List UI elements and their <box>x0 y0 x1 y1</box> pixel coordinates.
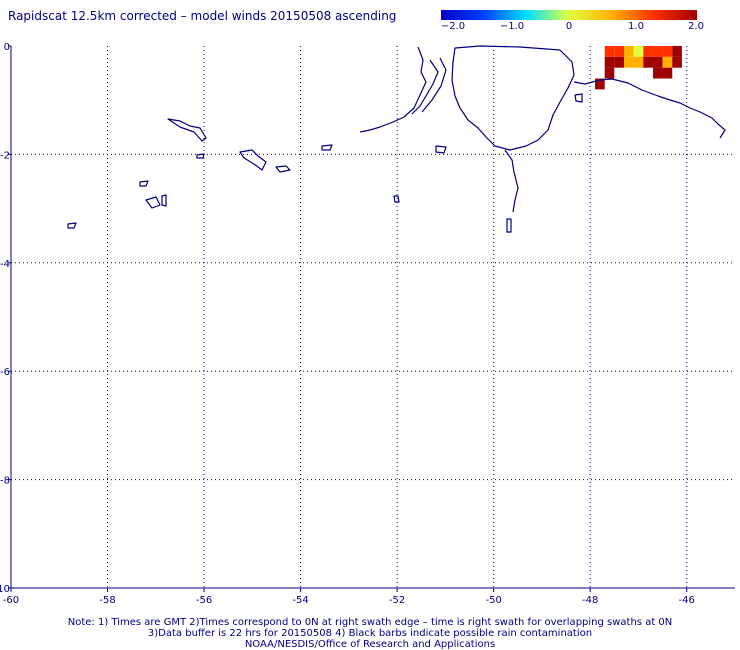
island-11 <box>393 195 400 203</box>
colorbar-label-1: −1.0 <box>499 21 525 32</box>
swath-cell <box>633 56 644 68</box>
swath-cell <box>623 46 634 57</box>
island-8 <box>67 222 77 229</box>
colorbar-label-2: 0 <box>565 21 573 32</box>
swath-cell <box>633 46 644 57</box>
island-7 <box>161 194 167 207</box>
swath-cell <box>614 46 624 57</box>
y-tick-label: -4 <box>0 259 10 270</box>
swath-cell <box>662 46 673 57</box>
note-line-2: 3)Data buffer is 22 hrs for 20150508 4) … <box>147 628 593 639</box>
colorbar-label-0: −2.0 <box>440 21 466 32</box>
swath-cell <box>623 56 634 68</box>
island-4 <box>196 153 205 159</box>
coastline-amapa <box>359 46 427 133</box>
swath-cell <box>643 56 653 68</box>
swath-cell <box>604 67 615 79</box>
island-10 <box>435 145 447 154</box>
x-tick-label: -60 <box>3 595 19 606</box>
wind-swath <box>595 46 682 90</box>
note-line-3: NOAA/NESDIS/Office of Research and Appli… <box>244 639 496 650</box>
island-12 <box>506 218 512 233</box>
island-2 <box>239 149 267 171</box>
swath-cell <box>604 46 615 57</box>
swath-cell <box>652 56 663 68</box>
y-tick-label: -2 <box>0 150 10 161</box>
x-tick-label: -54 <box>292 595 308 606</box>
swath-cell <box>652 46 663 57</box>
swath-cell <box>662 67 673 79</box>
swath-cell <box>662 56 673 68</box>
y-tick-label: -10 <box>0 584 10 595</box>
swath-cell <box>595 78 605 90</box>
swath-cell <box>672 56 682 68</box>
coastline <box>67 45 726 233</box>
coastline-marajo <box>451 45 575 151</box>
river-tocantins <box>504 149 519 213</box>
x-tick-label: -48 <box>582 595 598 606</box>
swath-cell <box>614 56 624 68</box>
y-tick-label: -8 <box>0 476 10 487</box>
island-5 <box>139 180 149 187</box>
x-tick-label: -56 <box>196 595 212 606</box>
colorbar-label-3: 1.0 <box>628 21 644 32</box>
swath-cell <box>652 67 663 79</box>
x-tick-label: -46 <box>679 595 695 606</box>
swath-cell <box>643 46 653 57</box>
coastline-para <box>573 78 726 139</box>
river-islands-1 <box>411 59 439 115</box>
map-title: Rapidscat 12.5km corrected – model winds… <box>8 9 397 23</box>
graticule <box>10 46 735 589</box>
river-islands-2 <box>421 57 447 113</box>
swath-cell <box>604 56 615 68</box>
y-tick-label: -6 <box>0 367 10 378</box>
y-tick-label: 0 <box>4 42 10 53</box>
swath-cell <box>672 46 682 57</box>
x-tick-label: -50 <box>485 595 501 606</box>
note-line-1: Note: 1) Times are GMT 2)Times correspon… <box>67 617 673 628</box>
colorbar-label-4: 2.0 <box>688 21 704 32</box>
island-3 <box>275 165 291 173</box>
colorbar <box>441 10 697 20</box>
axis-ticks: -60 -58 -56 -54 -52 -50 -48 -46 0 -2 -4 -6 -8 -10 <box>0 42 695 606</box>
island-1 <box>167 118 207 142</box>
island-6 <box>145 196 161 209</box>
x-tick-label: -52 <box>389 595 405 606</box>
island-9 <box>321 144 333 151</box>
x-tick-label: -58 <box>99 595 115 606</box>
island-13 <box>574 93 583 103</box>
